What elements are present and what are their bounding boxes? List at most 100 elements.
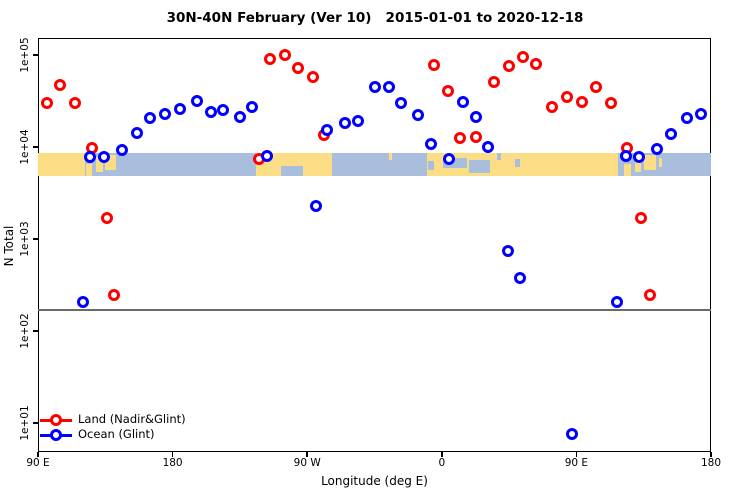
data-point-ocean bbox=[411, 108, 424, 121]
data-point-ocean bbox=[76, 295, 89, 308]
data-point-ocean bbox=[338, 117, 351, 130]
data-point-land bbox=[108, 289, 121, 302]
data-point-ocean bbox=[144, 111, 157, 124]
map-band-ocean-patch bbox=[468, 160, 490, 173]
data-point-ocean bbox=[115, 144, 128, 157]
y-tick bbox=[33, 238, 38, 240]
data-point-land bbox=[530, 58, 543, 71]
data-point-ocean bbox=[174, 102, 187, 115]
y-tick bbox=[33, 146, 38, 148]
data-point-ocean bbox=[664, 128, 677, 141]
map-band-land-segment bbox=[643, 155, 656, 171]
data-point-ocean bbox=[383, 80, 396, 93]
data-point-ocean bbox=[425, 137, 438, 150]
data-point-land bbox=[441, 85, 454, 97]
data-point-land bbox=[278, 49, 291, 61]
legend-item: Ocean (Glint) bbox=[40, 427, 186, 442]
data-point-ocean bbox=[619, 150, 632, 163]
chart-title: 30N-40N February (Ver 10) 2015-01-01 to … bbox=[166, 10, 584, 26]
data-point-land bbox=[488, 75, 501, 88]
map-band-land-segment bbox=[389, 153, 392, 160]
y-tick-label: 1e+04 bbox=[19, 129, 31, 165]
data-point-land bbox=[263, 52, 276, 65]
data-point-ocean bbox=[205, 106, 218, 119]
x-tick bbox=[710, 452, 712, 457]
plot-area bbox=[38, 38, 711, 452]
reference-line bbox=[38, 308, 711, 311]
data-point-land bbox=[470, 130, 483, 143]
data-point-land bbox=[503, 60, 516, 73]
x-tick-label: 180 bbox=[162, 457, 183, 469]
x-tick bbox=[575, 452, 578, 457]
x-tick bbox=[441, 452, 443, 457]
legend-circle-icon bbox=[50, 428, 62, 441]
map-band-land-segment bbox=[658, 157, 663, 167]
map-band-land-segment bbox=[105, 155, 116, 171]
y-tick-label: 1e+05 bbox=[19, 37, 31, 73]
data-point-ocean bbox=[681, 111, 694, 124]
data-point-land bbox=[54, 78, 67, 91]
y-tick-label: 1e+01 bbox=[19, 405, 31, 441]
data-point-ocean bbox=[217, 104, 230, 117]
x-tick bbox=[171, 452, 174, 457]
data-point-ocean bbox=[651, 143, 664, 156]
data-point-ocean bbox=[633, 151, 646, 164]
y-tick-label: 1e+02 bbox=[19, 313, 31, 349]
data-point-ocean bbox=[84, 151, 97, 164]
data-point-ocean bbox=[159, 107, 172, 120]
data-point-ocean bbox=[395, 97, 408, 110]
data-point-ocean bbox=[97, 151, 110, 164]
y-tick bbox=[33, 330, 38, 332]
data-point-land bbox=[307, 70, 320, 83]
data-point-ocean bbox=[130, 126, 143, 139]
y-tick bbox=[33, 54, 38, 56]
data-point-ocean bbox=[501, 245, 514, 258]
x-tick bbox=[306, 452, 308, 457]
map-band-ocean-patch bbox=[515, 158, 521, 167]
legend-symbol bbox=[40, 413, 72, 426]
x-axis-label: Longitude (deg E) bbox=[321, 474, 428, 488]
data-point-ocean bbox=[456, 96, 469, 109]
data-point-ocean bbox=[694, 107, 707, 120]
legend-label: Ocean (Glint) bbox=[78, 427, 155, 441]
data-point-ocean bbox=[565, 427, 578, 440]
data-point-ocean bbox=[310, 199, 323, 212]
data-point-ocean bbox=[470, 110, 483, 123]
data-point-ocean bbox=[482, 141, 495, 153]
y-tick bbox=[33, 422, 38, 424]
x-tick-label: 90 E bbox=[26, 457, 50, 469]
map-band-land-segment bbox=[38, 153, 86, 177]
data-point-land bbox=[634, 212, 647, 225]
data-point-ocean bbox=[610, 295, 623, 308]
y-axis-label: N Total bbox=[2, 225, 16, 267]
data-point-ocean bbox=[513, 271, 526, 284]
map-band-land-segment bbox=[634, 156, 642, 172]
x-tick-label: 90 E bbox=[564, 457, 589, 469]
data-point-ocean bbox=[190, 95, 203, 108]
data-point-ocean bbox=[443, 153, 456, 166]
y-tick-label: 1e+03 bbox=[19, 221, 31, 257]
map-band-land-segment bbox=[624, 163, 631, 177]
data-point-ocean bbox=[260, 150, 273, 163]
x-tick-label: 0 bbox=[438, 457, 446, 469]
data-point-land bbox=[546, 101, 559, 114]
data-point-land bbox=[292, 61, 305, 74]
map-band-ocean-patch bbox=[427, 161, 434, 171]
data-point-land bbox=[40, 97, 53, 110]
x-tick bbox=[37, 452, 39, 457]
map-band-ocean-patch bbox=[497, 153, 501, 160]
x-tick-label: 180 bbox=[700, 457, 722, 469]
legend-item: Land (Nadir&Glint) bbox=[40, 412, 186, 427]
legend-circle-icon bbox=[50, 413, 62, 426]
map-band-land-segment bbox=[85, 163, 92, 177]
data-point-land bbox=[589, 80, 602, 93]
data-point-ocean bbox=[368, 80, 381, 93]
legend-symbol bbox=[40, 428, 72, 441]
data-point-land bbox=[643, 289, 656, 302]
data-point-land bbox=[100, 212, 113, 225]
data-point-ocean bbox=[233, 110, 246, 123]
map-band-land-segment bbox=[256, 153, 332, 177]
data-point-land bbox=[561, 91, 574, 104]
data-point-land bbox=[576, 96, 589, 109]
data-point-ocean bbox=[320, 124, 333, 136]
